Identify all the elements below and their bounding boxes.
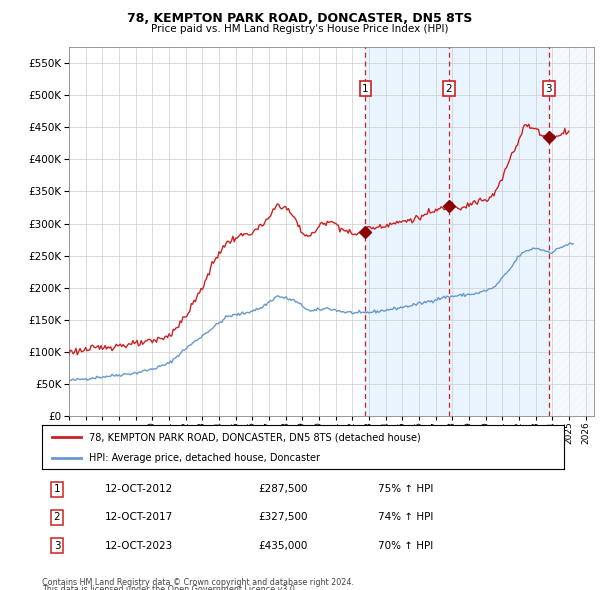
Bar [365,47,549,416]
Text: £287,500: £287,500 [258,484,308,494]
Bar [549,47,594,416]
Text: 2: 2 [446,84,452,94]
Text: £327,500: £327,500 [258,513,308,522]
Text: 1: 1 [53,484,61,494]
Text: HPI: Average price, detached house, Doncaster: HPI: Average price, detached house, Donc… [89,453,320,463]
Text: 3: 3 [545,84,552,94]
Text: Price paid vs. HM Land Registry's House Price Index (HPI): Price paid vs. HM Land Registry's House … [151,24,449,34]
Text: £435,000: £435,000 [258,541,307,550]
Text: 3: 3 [53,541,61,550]
Text: 12-OCT-2012: 12-OCT-2012 [105,484,173,494]
Text: 70% ↑ HPI: 70% ↑ HPI [378,541,433,550]
Text: 75% ↑ HPI: 75% ↑ HPI [378,484,433,494]
Text: 1: 1 [362,84,369,94]
Text: 2: 2 [53,513,61,522]
Text: Contains HM Land Registry data © Crown copyright and database right 2024.: Contains HM Land Registry data © Crown c… [42,578,354,587]
Text: 12-OCT-2023: 12-OCT-2023 [105,541,173,550]
Text: 78, KEMPTON PARK ROAD, DONCASTER, DN5 8TS: 78, KEMPTON PARK ROAD, DONCASTER, DN5 8T… [127,12,473,25]
Text: 74% ↑ HPI: 74% ↑ HPI [378,513,433,522]
Text: 12-OCT-2017: 12-OCT-2017 [105,513,173,522]
Text: This data is licensed under the Open Government Licence v3.0.: This data is licensed under the Open Gov… [42,585,298,590]
Text: 78, KEMPTON PARK ROAD, DONCASTER, DN5 8TS (detached house): 78, KEMPTON PARK ROAD, DONCASTER, DN5 8T… [89,432,421,442]
